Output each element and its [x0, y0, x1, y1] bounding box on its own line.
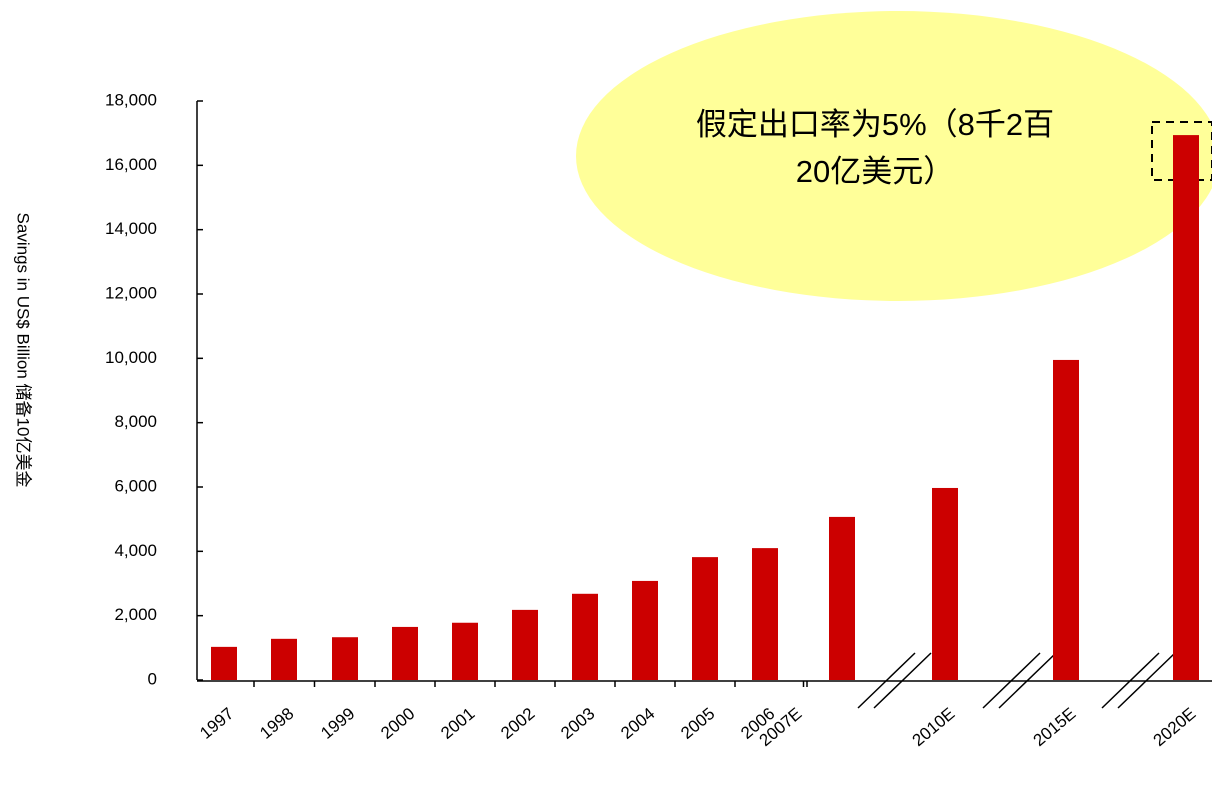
y-tick-label: 0: [148, 669, 157, 688]
x-tick-label: 2003: [557, 704, 598, 743]
bar: [271, 638, 297, 680]
bar: [211, 646, 237, 680]
x-tick-label: 2020E: [1150, 704, 1200, 750]
bar: [1173, 135, 1199, 680]
x-tick-label: 2010E: [909, 704, 959, 750]
y-tick-label: 6,000: [114, 476, 157, 495]
bar: [392, 626, 418, 680]
y-tick-label: 8,000: [114, 412, 157, 431]
x-tick-label: 2000: [377, 704, 418, 743]
annotation: 20亿美元）: [796, 154, 954, 189]
x-tick-label: 1998: [256, 704, 297, 743]
bar: [512, 609, 538, 680]
y-tick-label: 16,000: [105, 155, 157, 174]
bar: [1053, 359, 1079, 680]
y-tick-label: 14,000: [105, 219, 157, 238]
x-tick-label: 2004: [617, 704, 658, 743]
x-tick-label: 1997: [196, 704, 237, 743]
y-tick-label: 12,000: [105, 283, 157, 302]
bar: [452, 622, 478, 680]
bar: [572, 593, 598, 680]
bar: [932, 487, 958, 680]
x-tick-label: 1999: [317, 704, 358, 743]
y-tick-label: 10,000: [105, 348, 157, 367]
y-axis-label: Savings in US$ Billion 储备10亿美金: [14, 213, 33, 488]
x-tick-label: 2002: [497, 704, 538, 743]
x-tick-label: 2001: [437, 704, 478, 743]
y-tick-label: 4,000: [114, 541, 157, 560]
bar: [332, 637, 358, 680]
bar: [829, 516, 855, 680]
annotation: 假定出口率为5%（8千2百: [696, 107, 1054, 142]
y-tick-label: 18,000: [105, 90, 157, 109]
x-tick-label: 2015E: [1030, 704, 1080, 750]
y-tick-label: 2,000: [114, 605, 157, 624]
bar: [692, 557, 718, 680]
annotation-bubble: [576, 11, 1212, 301]
axis-breaks: [857, 652, 1176, 709]
bar: [752, 548, 778, 680]
x-tick-label: 2005: [677, 704, 718, 743]
bar: [632, 580, 658, 680]
